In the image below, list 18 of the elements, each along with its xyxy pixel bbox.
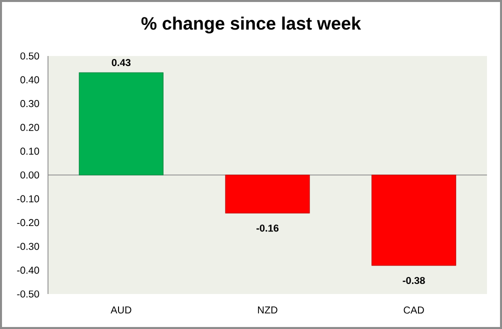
y-tick-label: 0.50 <box>20 52 40 60</box>
x-tick-label: CAD <box>404 306 424 314</box>
data-label: -0.38 <box>402 276 425 284</box>
x-tick-label: NZD <box>258 306 278 314</box>
y-tick-label: -0.30 <box>17 242 40 250</box>
y-tick-label: -0.50 <box>17 290 40 298</box>
x-tick-label: AUD <box>110 306 132 314</box>
y-tick-label: 0.30 <box>20 100 40 108</box>
chart-title: % change since last week <box>141 16 362 34</box>
y-tick-label: -0.10 <box>17 195 40 202</box>
y-tick-label: 0.20 <box>20 124 40 131</box>
y-tick-label: -0.20 <box>17 219 40 226</box>
y-tick-label: 0.10 <box>20 148 40 155</box>
data-label: 0.43 <box>112 59 131 66</box>
y-tick-label: -0.40 <box>17 266 40 274</box>
y-tick-label: 0.00 <box>20 171 40 179</box>
y-tick-label: 0.40 <box>20 76 40 84</box>
data-label: -0.16 <box>256 224 279 232</box>
